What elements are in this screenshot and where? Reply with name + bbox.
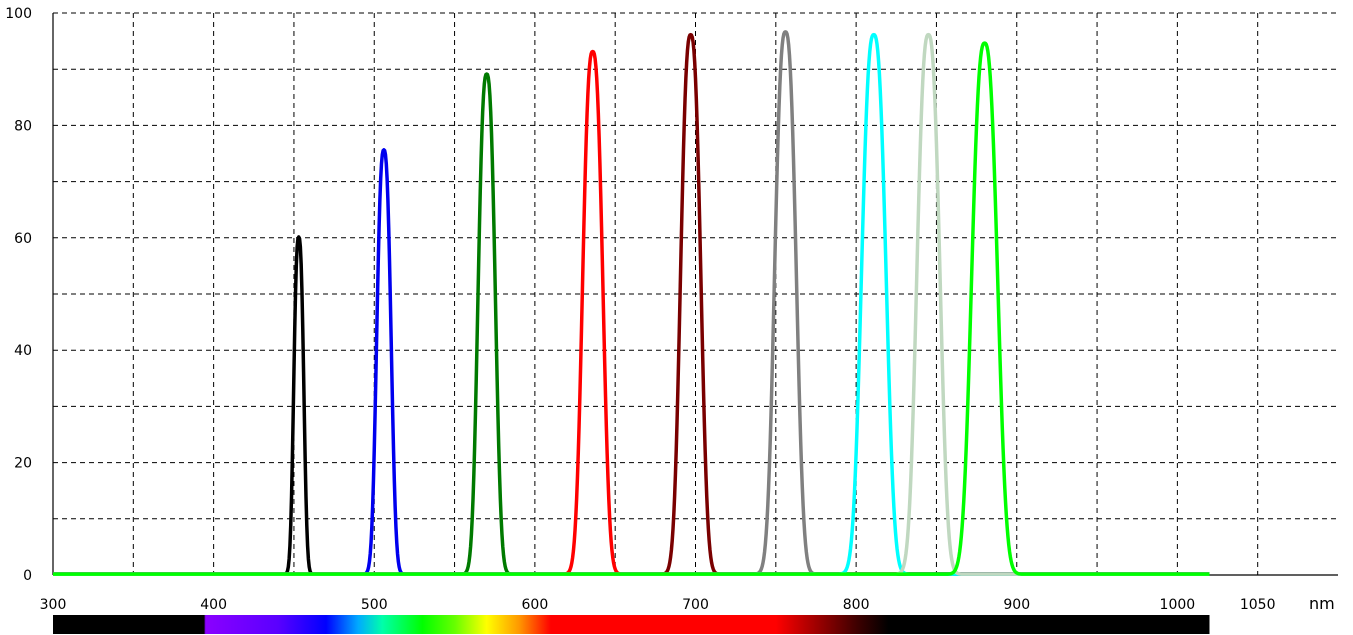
series-line: [52, 32, 1211, 576]
x-tick-label: 300: [40, 597, 67, 613]
series-line: [52, 235, 1211, 576]
series-line: [52, 49, 1211, 576]
x-tick-label: 1000: [1160, 597, 1196, 613]
visible-spectrum-bar: [53, 615, 1210, 634]
x-tick-label: 900: [1003, 597, 1030, 613]
x-tick-label: 700: [682, 597, 709, 613]
series-line: [52, 41, 1211, 576]
x-tick-label: 600: [522, 597, 549, 613]
x-tick-label: 800: [843, 597, 870, 613]
series-line: [52, 148, 1211, 576]
y-tick-label: 80: [14, 118, 32, 134]
x-tick-label: 400: [200, 597, 227, 613]
y-tick-label: 60: [14, 231, 32, 247]
series-line: [52, 32, 1211, 576]
x-tick-label: 500: [361, 597, 388, 613]
series-line: [52, 30, 1211, 576]
tick-labels: 0 20 40 60 80 100 300 400 500 600 700 800 900 1000 105…: [5, 6, 1275, 613]
series-line: [52, 72, 1211, 576]
x-tick-label: 1050: [1240, 597, 1276, 613]
series-line: [52, 32, 1211, 576]
y-tick-label: 0: [23, 568, 32, 584]
y-tick-label: 20: [14, 456, 32, 472]
y-tick-label: 40: [14, 343, 32, 359]
series-group: [52, 30, 1211, 576]
x-axis-unit-label: nm: [1309, 594, 1335, 613]
y-tick-label: 100: [5, 6, 32, 22]
